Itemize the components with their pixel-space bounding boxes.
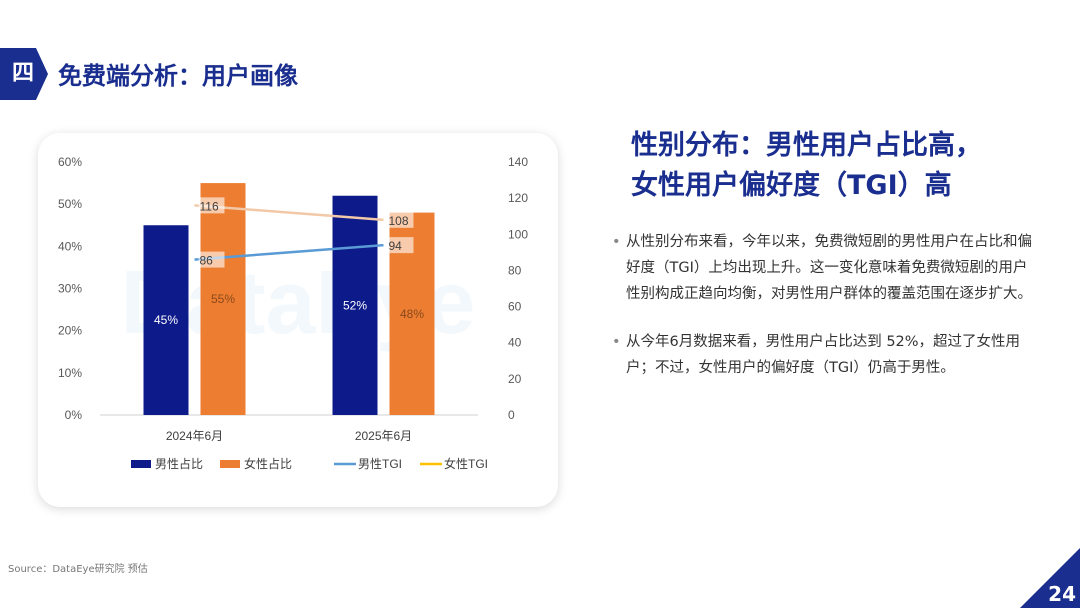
bar-data-label: 45% bbox=[154, 313, 178, 327]
bar-data-label: 48% bbox=[400, 307, 424, 321]
legend-label: 女性占比 bbox=[244, 456, 292, 471]
right-tick-label: 80 bbox=[508, 263, 522, 277]
category-label: 2024年6月 bbox=[166, 429, 223, 443]
badge-shape bbox=[0, 48, 48, 100]
left-tick-label: 10% bbox=[58, 366, 82, 380]
bullet-item: • 从性别分布来看，今年以来，免费微短剧的男性用户在占比和偏好度（TGI）上均出… bbox=[612, 229, 1032, 307]
heading-line-1: 性别分布：男性用户占比高， bbox=[631, 130, 982, 161]
left-axis: 0% 10% 20% 30% 40% 50% 60% bbox=[58, 155, 82, 422]
left-tick-label: 20% bbox=[58, 324, 82, 338]
legend-swatch bbox=[220, 460, 240, 468]
legend: 男性占比 女性占比 男性TGI 女性TGI bbox=[131, 456, 488, 471]
tgi-line bbox=[194, 204, 384, 222]
right-axis: 0 20 40 60 80 100 120 140 bbox=[508, 155, 528, 422]
right-tick-label: 140 bbox=[508, 155, 528, 169]
right-tick-label: 0 bbox=[508, 408, 515, 422]
section-number: 四 bbox=[11, 61, 34, 86]
left-tick-label: 0% bbox=[65, 408, 83, 422]
line-data-label: 94 bbox=[389, 239, 403, 253]
bullet-item: • 从今年6月数据来看，男性用户占比达到 52%，超过了女性用户；不过，女性用户… bbox=[612, 329, 1032, 381]
bullet-dot-icon: • bbox=[612, 234, 621, 250]
chart-card: DataEye 0% 10% 20% 30% 40% 50% 60% 0 20 40 60 80 10… bbox=[38, 133, 558, 507]
bar-data-label: 52% bbox=[343, 298, 367, 312]
x-axis: 2024年6月 2025年6月 bbox=[166, 429, 412, 443]
right-tick-label: 100 bbox=[508, 227, 528, 241]
combo-chart: DataEye 0%10%20%30%40%50%60% 02040608010… bbox=[58, 155, 528, 471]
right-tick-label: 60 bbox=[508, 300, 522, 314]
bullet-dot-icon: • bbox=[612, 334, 621, 350]
line-series: 86 94 116 108 bbox=[194, 197, 414, 268]
line-data-label: 108 bbox=[389, 214, 409, 228]
bar-data-label: 55% bbox=[211, 292, 235, 306]
left-tick-label: 30% bbox=[58, 282, 82, 296]
legend-label: 男性TGI bbox=[358, 457, 402, 471]
category-label: 2025年6月 bbox=[355, 429, 412, 443]
corner-shape bbox=[1020, 548, 1080, 608]
bar bbox=[332, 195, 378, 415]
bar bbox=[143, 225, 189, 415]
line-data-label: 86 bbox=[200, 254, 214, 268]
line-data-label: 116 bbox=[200, 199, 219, 213]
section-heading: 性别分布：男性用户占比高， 女性用户偏好度（TGI）高 bbox=[631, 126, 1051, 206]
left-tick-label: 60% bbox=[58, 155, 82, 169]
bar-series: 45% 52% 55% 48% bbox=[143, 183, 435, 415]
legend-label: 女性TGI bbox=[444, 456, 488, 471]
line-label-bg bbox=[198, 251, 225, 268]
tgi-line bbox=[194, 243, 384, 261]
bullet-text: 从今年6月数据来看，男性用户占比达到 52%，超过了女性用户；不过，女性用户的偏… bbox=[626, 334, 1021, 376]
page-title: 免费端分析：用户画像 bbox=[58, 62, 298, 90]
right-tick-label: 120 bbox=[508, 191, 528, 205]
left-tick-label: 40% bbox=[58, 239, 82, 253]
bar bbox=[200, 183, 246, 415]
line-label-bg bbox=[198, 197, 225, 214]
line-label-bg bbox=[387, 211, 414, 228]
bullet-text: 从性别分布来看，今年以来，免费微短剧的男性用户在占比和偏好度（TGI）上均出现上… bbox=[626, 234, 1032, 302]
bullet-list: • 从性别分布来看，今年以来，免费微短剧的男性用户在占比和偏好度（TGI）上均出… bbox=[612, 229, 1032, 403]
legend-swatch bbox=[131, 460, 151, 468]
heading-line-2: 女性用户偏好度（TGI）高 bbox=[631, 170, 952, 201]
legend-label: 男性占比 bbox=[155, 456, 203, 471]
right-tick-label: 40 bbox=[508, 336, 522, 350]
left-tick-label: 50% bbox=[58, 197, 82, 211]
page-number: 24 bbox=[1048, 582, 1076, 606]
page-corner: 24 bbox=[1020, 548, 1080, 608]
right-tick-label: 20 bbox=[508, 372, 522, 386]
line-label-bg bbox=[387, 237, 414, 254]
source-note: Source：DataEye研究院 预估 bbox=[8, 564, 148, 575]
